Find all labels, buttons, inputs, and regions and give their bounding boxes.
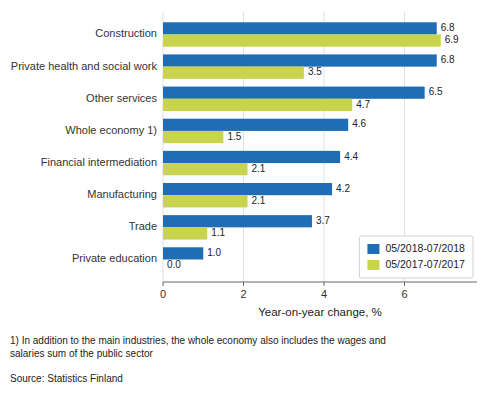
bar xyxy=(163,260,164,272)
category-label: Private education xyxy=(72,252,157,264)
data-label: 4.6 xyxy=(352,118,366,129)
data-label: 4.4 xyxy=(344,151,358,162)
y-axis: Private education Trade Manufacturing Finan… xyxy=(11,27,158,264)
data-label: 2.1 xyxy=(252,163,266,174)
bar xyxy=(163,22,437,34)
grid-line xyxy=(243,12,244,282)
tick-mark xyxy=(243,282,244,286)
legend-label: 05/2017-07/2017 xyxy=(385,258,465,270)
bar xyxy=(163,215,312,227)
tick-label: 2 xyxy=(240,288,246,300)
bar xyxy=(163,119,348,131)
bar xyxy=(163,35,441,47)
tick-label: 0 xyxy=(160,288,166,300)
tick-label: 4 xyxy=(321,288,327,300)
tick-mark xyxy=(163,282,164,286)
annotation-line: Source: Statistics Finland xyxy=(10,373,123,384)
category-label: Private health and social work xyxy=(11,60,158,72)
bars xyxy=(163,22,441,259)
bar xyxy=(163,67,304,79)
data-label: 3.5 xyxy=(308,66,322,77)
category-label: Construction xyxy=(95,27,157,39)
bar xyxy=(163,227,207,239)
grid-line xyxy=(163,12,164,282)
bar xyxy=(163,87,425,99)
legend-swatch xyxy=(367,260,379,270)
grid-line xyxy=(324,12,325,282)
data-label: 0.0 xyxy=(167,259,181,270)
annotation: 1) In addition to the main industries, t… xyxy=(10,335,386,359)
category-label: Manufacturing xyxy=(87,188,157,200)
bar xyxy=(163,151,340,163)
tick-mark xyxy=(404,282,405,286)
chart: Private education Trade Manufacturing Finan… xyxy=(0,0,493,416)
data-label: 6.8 xyxy=(441,54,455,65)
data-label: 1.1 xyxy=(211,227,225,238)
bar xyxy=(163,54,437,66)
legend: 05/2018-07/2018 05/2017-07/2017 xyxy=(359,236,473,278)
data-label: 4.7 xyxy=(356,99,370,110)
bar xyxy=(163,99,352,111)
x-axis-label: Year-on-year change, % xyxy=(258,306,382,318)
annotation-line: salaries sum of the public sector xyxy=(10,348,154,359)
data-labels: 1.0 3.7 4.2 4.4 4.6 6.5 6.8 6.8 0.0 1.1 2.1 2.1 1.5 4… xyxy=(167,22,459,270)
data-label: 6.8 xyxy=(441,22,455,33)
legend-box xyxy=(359,236,473,278)
bar xyxy=(163,183,332,195)
bar xyxy=(163,131,223,143)
bar xyxy=(163,163,248,175)
data-label: 6.9 xyxy=(445,34,459,45)
axis-line xyxy=(163,282,477,283)
data-label: 1.5 xyxy=(227,131,241,142)
data-label: 4.2 xyxy=(336,183,350,194)
data-label: 6.5 xyxy=(429,86,443,97)
bar xyxy=(163,247,203,259)
bar xyxy=(163,195,248,207)
category-label: Trade xyxy=(129,220,157,232)
tick-label: 6 xyxy=(401,288,407,300)
legend-swatch xyxy=(367,244,379,254)
data-label: 1.0 xyxy=(207,247,221,258)
category-label: Whole economy 1) xyxy=(65,124,157,136)
x-axis: 0 2 4 6 Year-on-year change, % xyxy=(160,282,477,318)
category-label: Other services xyxy=(86,92,157,104)
data-label: 2.1 xyxy=(252,195,266,206)
category-label: Financial intermediation xyxy=(41,156,157,168)
data-label: 3.7 xyxy=(316,215,330,226)
annotations: 1) In addition to the main industries, t… xyxy=(10,335,386,384)
legend-label: 05/2018-07/2018 xyxy=(385,242,465,254)
annotation-line: 1) In addition to the main industries, t… xyxy=(10,335,386,346)
annotation: Source: Statistics Finland xyxy=(10,373,123,384)
tick-mark xyxy=(324,282,325,286)
